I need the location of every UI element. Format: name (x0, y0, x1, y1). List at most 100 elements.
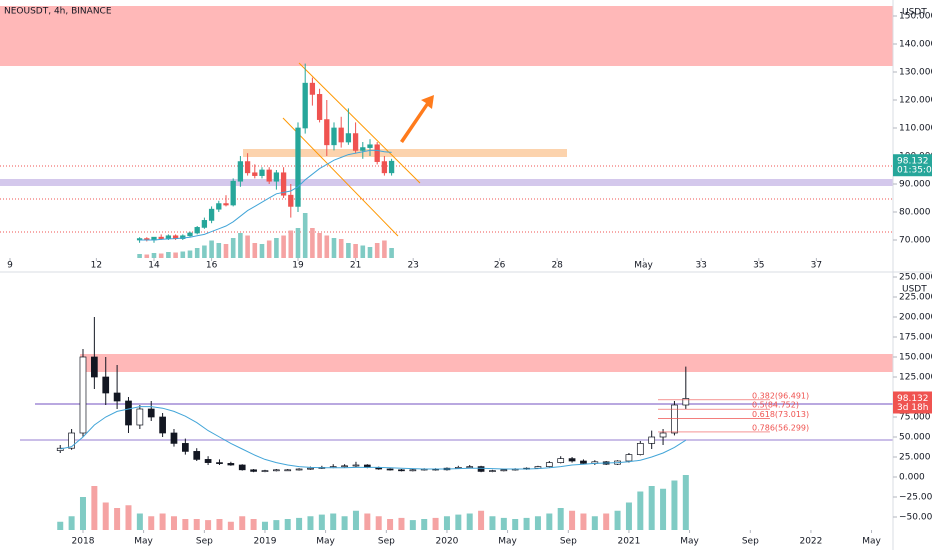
y-tick-label: 125.000 (899, 373, 932, 383)
y-tick-label: 250.000 (899, 273, 932, 283)
volume-bar (259, 244, 265, 258)
fib-label: 0.5(84.752) (752, 401, 799, 410)
volume-bar (136, 513, 143, 530)
volume-bar (91, 486, 98, 530)
y-tick-label: 110.000 (899, 123, 932, 133)
volume-bar (338, 239, 344, 258)
resistance-zone (80, 354, 893, 372)
x-tick-label: 2021 (617, 537, 640, 547)
volume-bar (194, 248, 200, 258)
candle-body (227, 463, 235, 466)
level-band (0, 179, 893, 186)
volume-bar (230, 238, 236, 258)
volume-bar (205, 520, 212, 530)
x-tick-label: Sep (196, 537, 213, 547)
volume-bar (159, 513, 166, 530)
candle-body (367, 144, 373, 148)
x-tick-label: 2022 (799, 537, 822, 547)
volume-bar (209, 240, 214, 258)
volume-bar (364, 513, 371, 530)
candle-body (147, 408, 155, 418)
x-tick-label: May (498, 537, 517, 547)
y-tick-label: 90.000 (899, 179, 931, 189)
volume-bar (523, 517, 530, 530)
volume-bar (387, 519, 394, 530)
candle-body (489, 470, 496, 472)
candle-body (648, 436, 656, 444)
candle-body (580, 460, 587, 464)
volume-bar (614, 510, 621, 530)
volume-bar (238, 233, 243, 258)
volume-bar (125, 505, 132, 530)
candle-body (237, 161, 244, 182)
y-tick-label: 175.000 (899, 333, 932, 343)
candle-body (216, 203, 222, 210)
currency-label: USDT (902, 8, 927, 18)
x-tick-label: 21 (350, 261, 361, 271)
volume-bar (261, 521, 268, 530)
volume-bar (302, 213, 308, 258)
volume-bar (295, 228, 301, 258)
volume-bar (137, 254, 142, 258)
currency-label: USDT (902, 285, 927, 295)
candle-body (79, 356, 87, 434)
candle-body (477, 466, 485, 472)
candle-body (625, 454, 633, 462)
x-tick-label: 19 (292, 261, 304, 271)
volume-bar (223, 244, 229, 258)
volume-bar (637, 491, 644, 530)
candle-body (345, 133, 352, 143)
y-tick-label: 150.000 (899, 353, 932, 363)
volume-bar (202, 245, 207, 258)
candle-body (159, 416, 166, 434)
volume-bar (443, 516, 450, 530)
countdown-label: 01:35:03 (897, 166, 932, 176)
last-price-tag (893, 154, 932, 177)
volume-bar (266, 240, 272, 258)
x-tick-label: 16 (206, 261, 218, 271)
volume-bar (341, 516, 348, 530)
volume-bar (466, 513, 473, 530)
volume-bar (625, 502, 632, 530)
volume-bar (173, 252, 178, 258)
last-price-label: 98.132 (897, 157, 929, 167)
candle-body (374, 144, 380, 162)
candle-body (307, 467, 314, 470)
volume-bar (389, 248, 394, 258)
volume-bar (273, 520, 280, 530)
volume-bar (432, 517, 439, 530)
candle-body (388, 160, 395, 174)
candle-body (180, 235, 186, 239)
support-zone (243, 149, 567, 157)
volume-bar (158, 253, 164, 258)
x-tick-label: 35 (753, 261, 764, 271)
volume-bar (512, 519, 519, 530)
volume-bar (288, 230, 294, 258)
x-tick-label: 12 (91, 261, 102, 271)
volume-bar (216, 519, 223, 530)
last-price-tag (893, 391, 932, 414)
channel-line (282, 117, 399, 237)
moving-average (60, 406, 687, 470)
volume-bar (318, 514, 325, 530)
x-tick-label: May (680, 537, 699, 547)
candle-body (295, 127, 301, 207)
candle-body (295, 468, 303, 471)
candle-body (466, 466, 474, 468)
volume-bar (114, 508, 121, 530)
y-tick-label: 80.000 (899, 207, 931, 217)
x-tick-label: 26 (494, 261, 506, 271)
x-tick-label: Sep (560, 537, 577, 547)
candle-body (398, 469, 405, 472)
volume-bar (660, 488, 667, 530)
candle-body (545, 462, 553, 467)
candle-body (187, 232, 193, 237)
candle-body (557, 458, 565, 463)
y-tick-label: 120.000 (899, 95, 932, 105)
volume-bar (603, 513, 610, 530)
volume-bar (478, 510, 485, 530)
candle-body (165, 235, 172, 239)
candle-body (266, 169, 272, 182)
volume-bar (557, 508, 564, 530)
volume-bar (580, 513, 587, 530)
